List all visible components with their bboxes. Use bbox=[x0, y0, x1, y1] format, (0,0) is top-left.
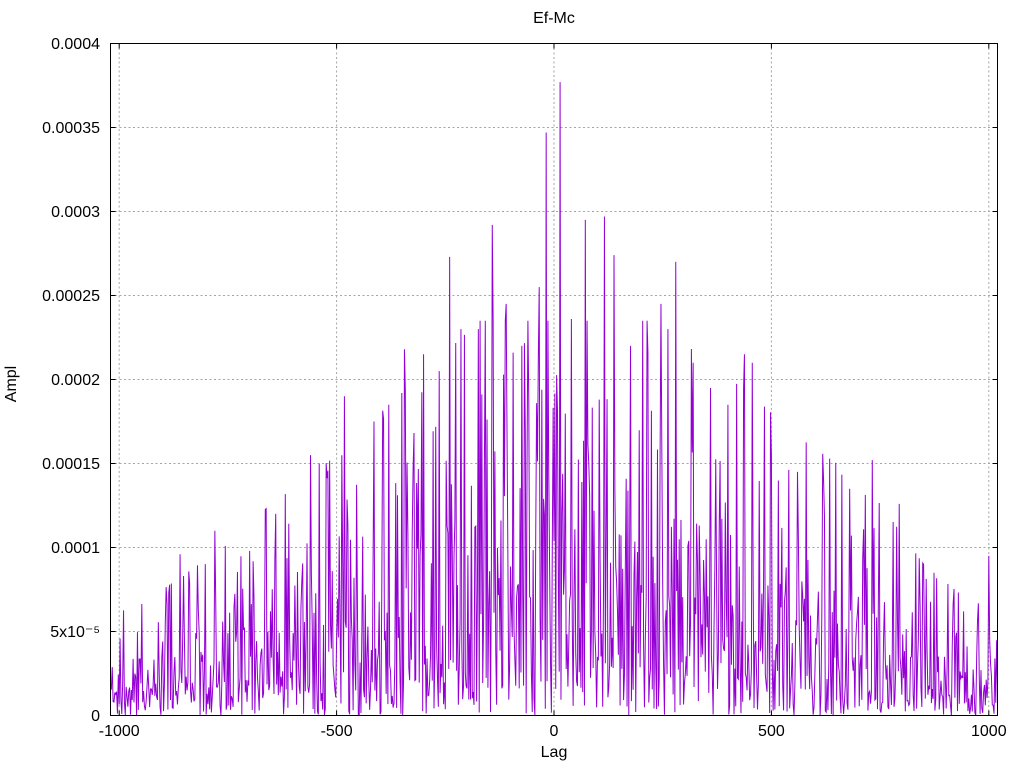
data-series-path bbox=[110, 82, 998, 717]
x-tick-label: 1000 bbox=[971, 723, 1007, 740]
chart-title: Ef-Mc bbox=[533, 10, 575, 27]
y-tick-label: 0.0003 bbox=[51, 204, 100, 221]
y-tick-label: 5x10⁻⁵ bbox=[50, 624, 100, 641]
x-axis-title: Lag bbox=[540, 744, 568, 761]
y-tick-label: 0.00035 bbox=[42, 120, 100, 137]
y-tick-label: 0.0001 bbox=[51, 540, 100, 557]
y-tick-label: 0.00015 bbox=[42, 456, 100, 473]
y-tick-label: 0 bbox=[91, 708, 100, 725]
x-tick-label: -1000 bbox=[99, 723, 140, 740]
x-tick-label: 500 bbox=[758, 723, 785, 740]
x-tick-label: 0 bbox=[550, 723, 559, 740]
y-tick-label: 0.0002 bbox=[51, 372, 100, 389]
y-tick-label: 0.00025 bbox=[42, 288, 100, 305]
y-tick-label: 0.0004 bbox=[51, 36, 100, 53]
x-tick-label: -500 bbox=[321, 723, 353, 740]
